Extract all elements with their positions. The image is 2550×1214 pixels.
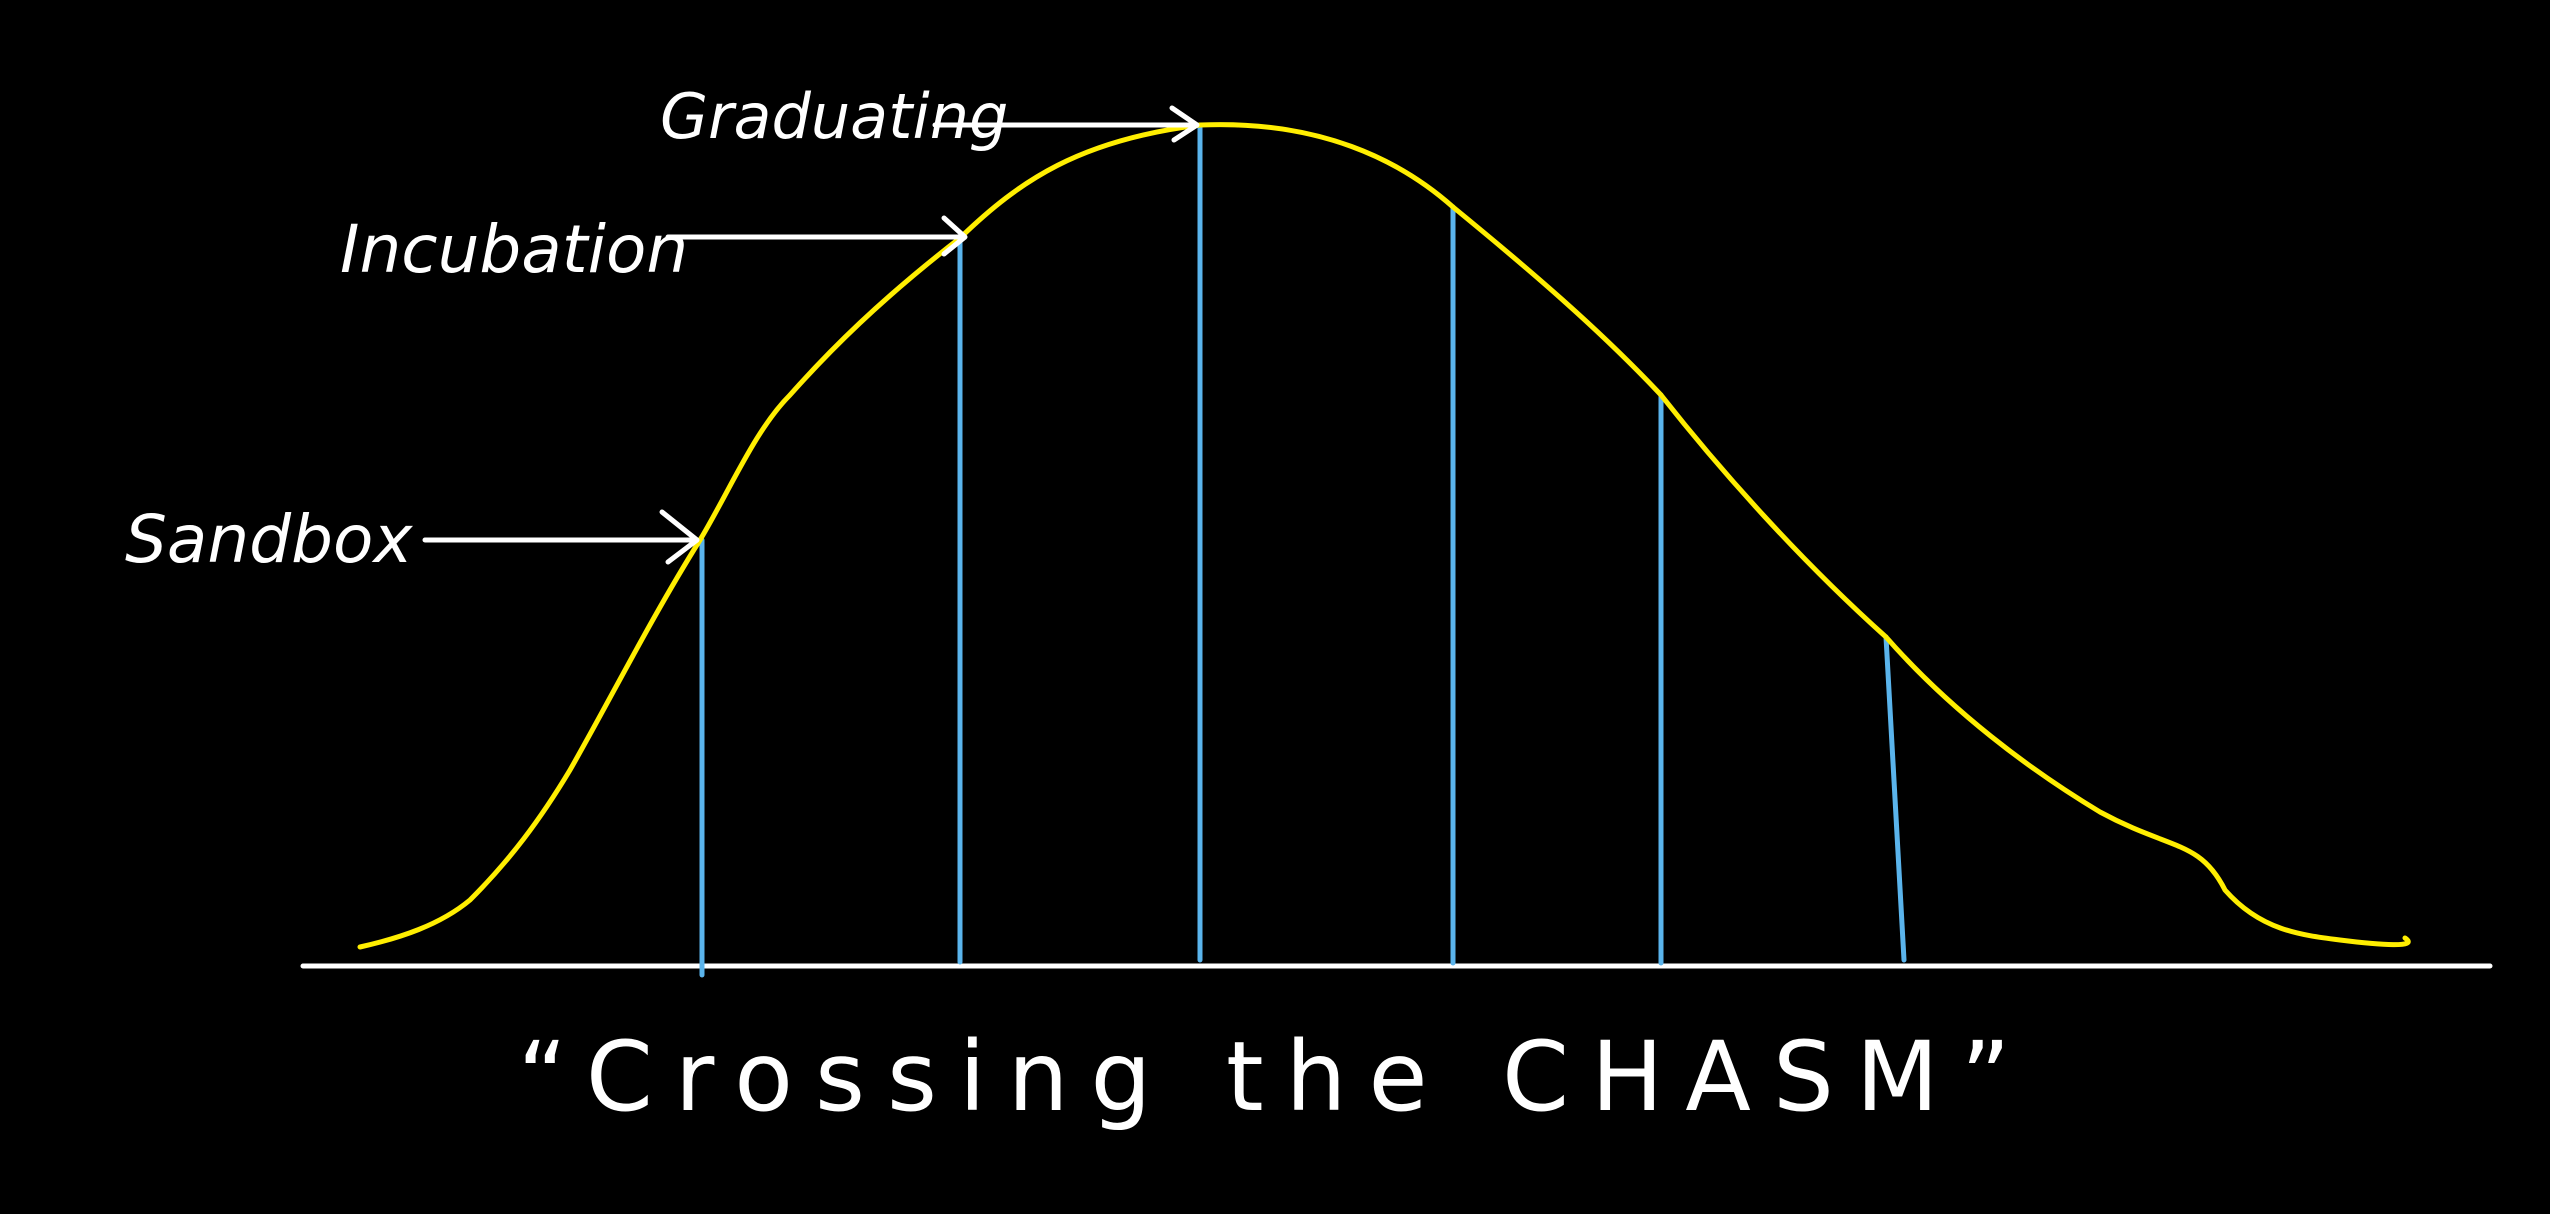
sandbox-label: Sandbox: [125, 501, 413, 578]
divider-6: [1883, 634, 1907, 963]
adoption-curve: [357, 122, 2411, 950]
stage-dividers: [699, 122, 1907, 978]
caption: “Crossing the CHASM”: [518, 1021, 2033, 1133]
label-arrows: [422, 105, 1200, 565]
incubation-arrow: [665, 215, 968, 257]
graduating-arrow: [932, 105, 1200, 143]
graduating-label: Graduating: [660, 80, 1008, 153]
sandbox-arrow: [422, 509, 700, 565]
incubation-label: Incubation: [340, 211, 688, 288]
